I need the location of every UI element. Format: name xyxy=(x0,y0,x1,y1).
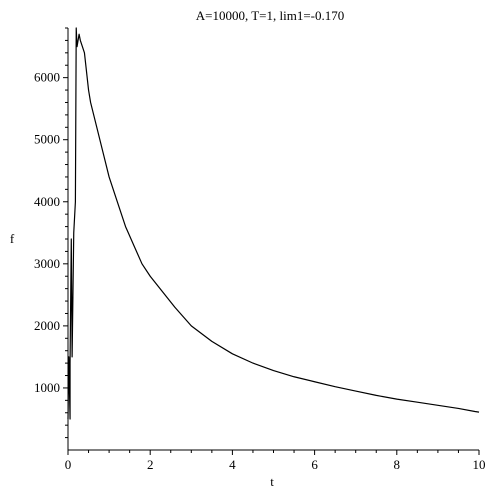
y-tick-label: 1000 xyxy=(34,380,60,395)
series-layer xyxy=(67,27,480,420)
x-tick-label: 4 xyxy=(229,457,236,472)
y-tick-label: 4000 xyxy=(34,194,60,209)
x-tick-label: 8 xyxy=(394,457,401,472)
series-line-0 xyxy=(67,27,480,420)
x-tick-label: 2 xyxy=(147,457,154,472)
y-axis-ticks: 1000 2000 3000 4000 5000 6000 xyxy=(34,27,68,439)
y-axis-title: f xyxy=(10,231,15,246)
x-tick-label: 10 xyxy=(473,457,485,472)
axes xyxy=(67,28,479,451)
x-axis-title: t xyxy=(270,474,274,489)
y-tick-label: 6000 xyxy=(34,70,60,85)
y-tick-label: 2000 xyxy=(34,318,60,333)
y-tick-label: 5000 xyxy=(34,132,60,147)
y-tick-label: 3000 xyxy=(34,256,60,271)
x-axis-ticks: 0 2 4 6 8 10 xyxy=(65,450,485,472)
x-tick-label: 0 xyxy=(65,457,72,472)
x-tick-label: 6 xyxy=(311,457,318,472)
chart-title: A=10000, T=1, lim1=-0.170 xyxy=(196,8,345,23)
